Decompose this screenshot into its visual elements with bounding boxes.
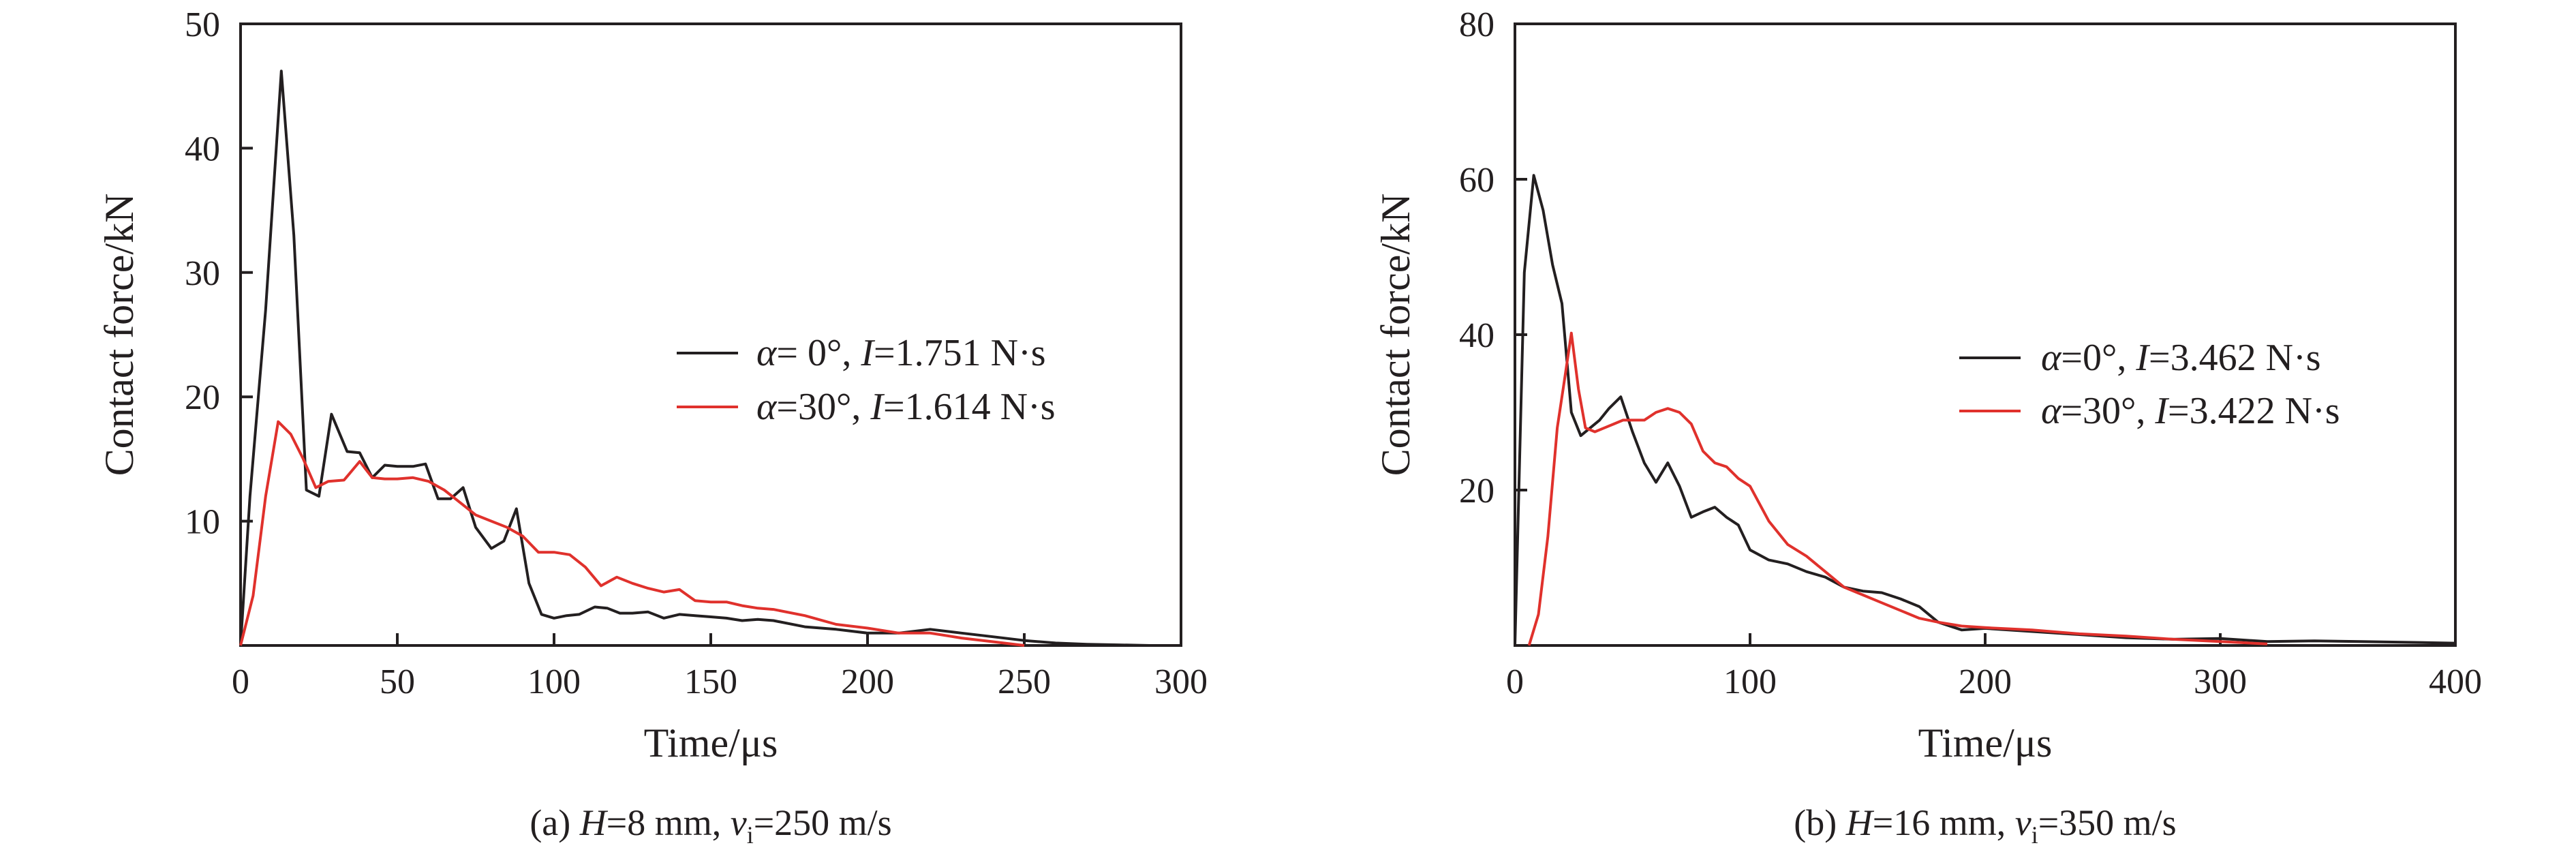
panel-b-y-tick-label: 20 (1459, 472, 1494, 511)
panel-a-caption: (a) H=8 mm, vi=250 m/s (530, 802, 891, 849)
panel-a-x-tick-label: 150 (684, 663, 737, 701)
panel-a-x-tick-label: 0 (232, 663, 249, 701)
panel-a-x-tick-label: 250 (998, 663, 1051, 701)
panel-b-x-tick-label: 200 (1959, 663, 2012, 701)
panel-a-y-tick-label: 20 (185, 378, 220, 417)
panel-a-legend-label-0: α= 0°, I=1.751 N·s (756, 332, 1046, 374)
panel-b-legend-label-1: α=30°, I=3.422 N·s (2041, 390, 2340, 432)
panel-b-y-axis-label: Contact force/kN (1373, 194, 1418, 476)
panel-b-ticks: 0 100 200 300 400 20 40 60 80 (1459, 5, 2482, 701)
panel-a-ticks: 0 50 100 150 200 250 300 10 20 30 40 50 (185, 5, 1208, 701)
panel-a-x-tick-label: 50 (380, 663, 415, 701)
panel-a-x-axis-label: Time/μs (644, 720, 778, 765)
panel-a-y-tick-label: 10 (185, 503, 220, 542)
panel-b-x-axis-label: Time/μs (1918, 720, 2053, 765)
panel-b-plot-frame (1514, 22, 2457, 647)
panel-b-x-tick-label: 100 (1723, 663, 1777, 701)
panel-b-y-tick-label: 40 (1459, 316, 1494, 355)
panel-a-y-tick-label: 40 (185, 130, 220, 168)
panel-a-series (239, 70, 1181, 647)
panel-b-chart: 0 100 200 300 400 20 40 60 80 Time/μs Contact fo… (1373, 5, 2482, 849)
panel-a-y-tick-label: 50 (185, 5, 220, 44)
panel-b-x-tick-label: 400 (2429, 663, 2482, 701)
panel-a-x-tick-label: 100 (527, 663, 581, 701)
panel-a-y-tick-label: 30 (185, 254, 220, 293)
panel-b-series (1514, 174, 2456, 646)
panel-b-legend: α=0°, I=3.462 N·s α=30°, I=3.422 N·s (1959, 337, 2340, 432)
panel-a-x-tick-label: 200 (841, 663, 894, 701)
panel-b-x-tick-label: 0 (1506, 663, 1524, 701)
panel-a-legend: α= 0°, I=1.751 N·s α=30°, I=1.614 N·s (677, 332, 1056, 428)
panel-b-y-tick-label: 60 (1459, 161, 1494, 200)
panel-a-chart: 0 50 100 150 200 250 300 10 20 30 40 50 Time/μs Con… (97, 5, 1208, 849)
panel-b-y-tick-label: 80 (1459, 5, 1494, 44)
panel-b-legend-label-0: α=0°, I=3.462 N·s (2041, 337, 2321, 379)
panel-b-series-1-line (1527, 331, 2268, 646)
panel-b-caption: (b) H=16 mm, vi=350 m/s (1794, 802, 2176, 849)
panel-a-legend-label-1: α=30°, I=1.614 N·s (756, 386, 1056, 428)
panel-a-series-1-line (239, 420, 1025, 647)
panel-a-y-axis-label: Contact force/kN (97, 194, 142, 476)
panel-b-x-tick-label: 300 (2194, 663, 2247, 701)
panel-a-x-tick-label: 300 (1154, 663, 1208, 701)
